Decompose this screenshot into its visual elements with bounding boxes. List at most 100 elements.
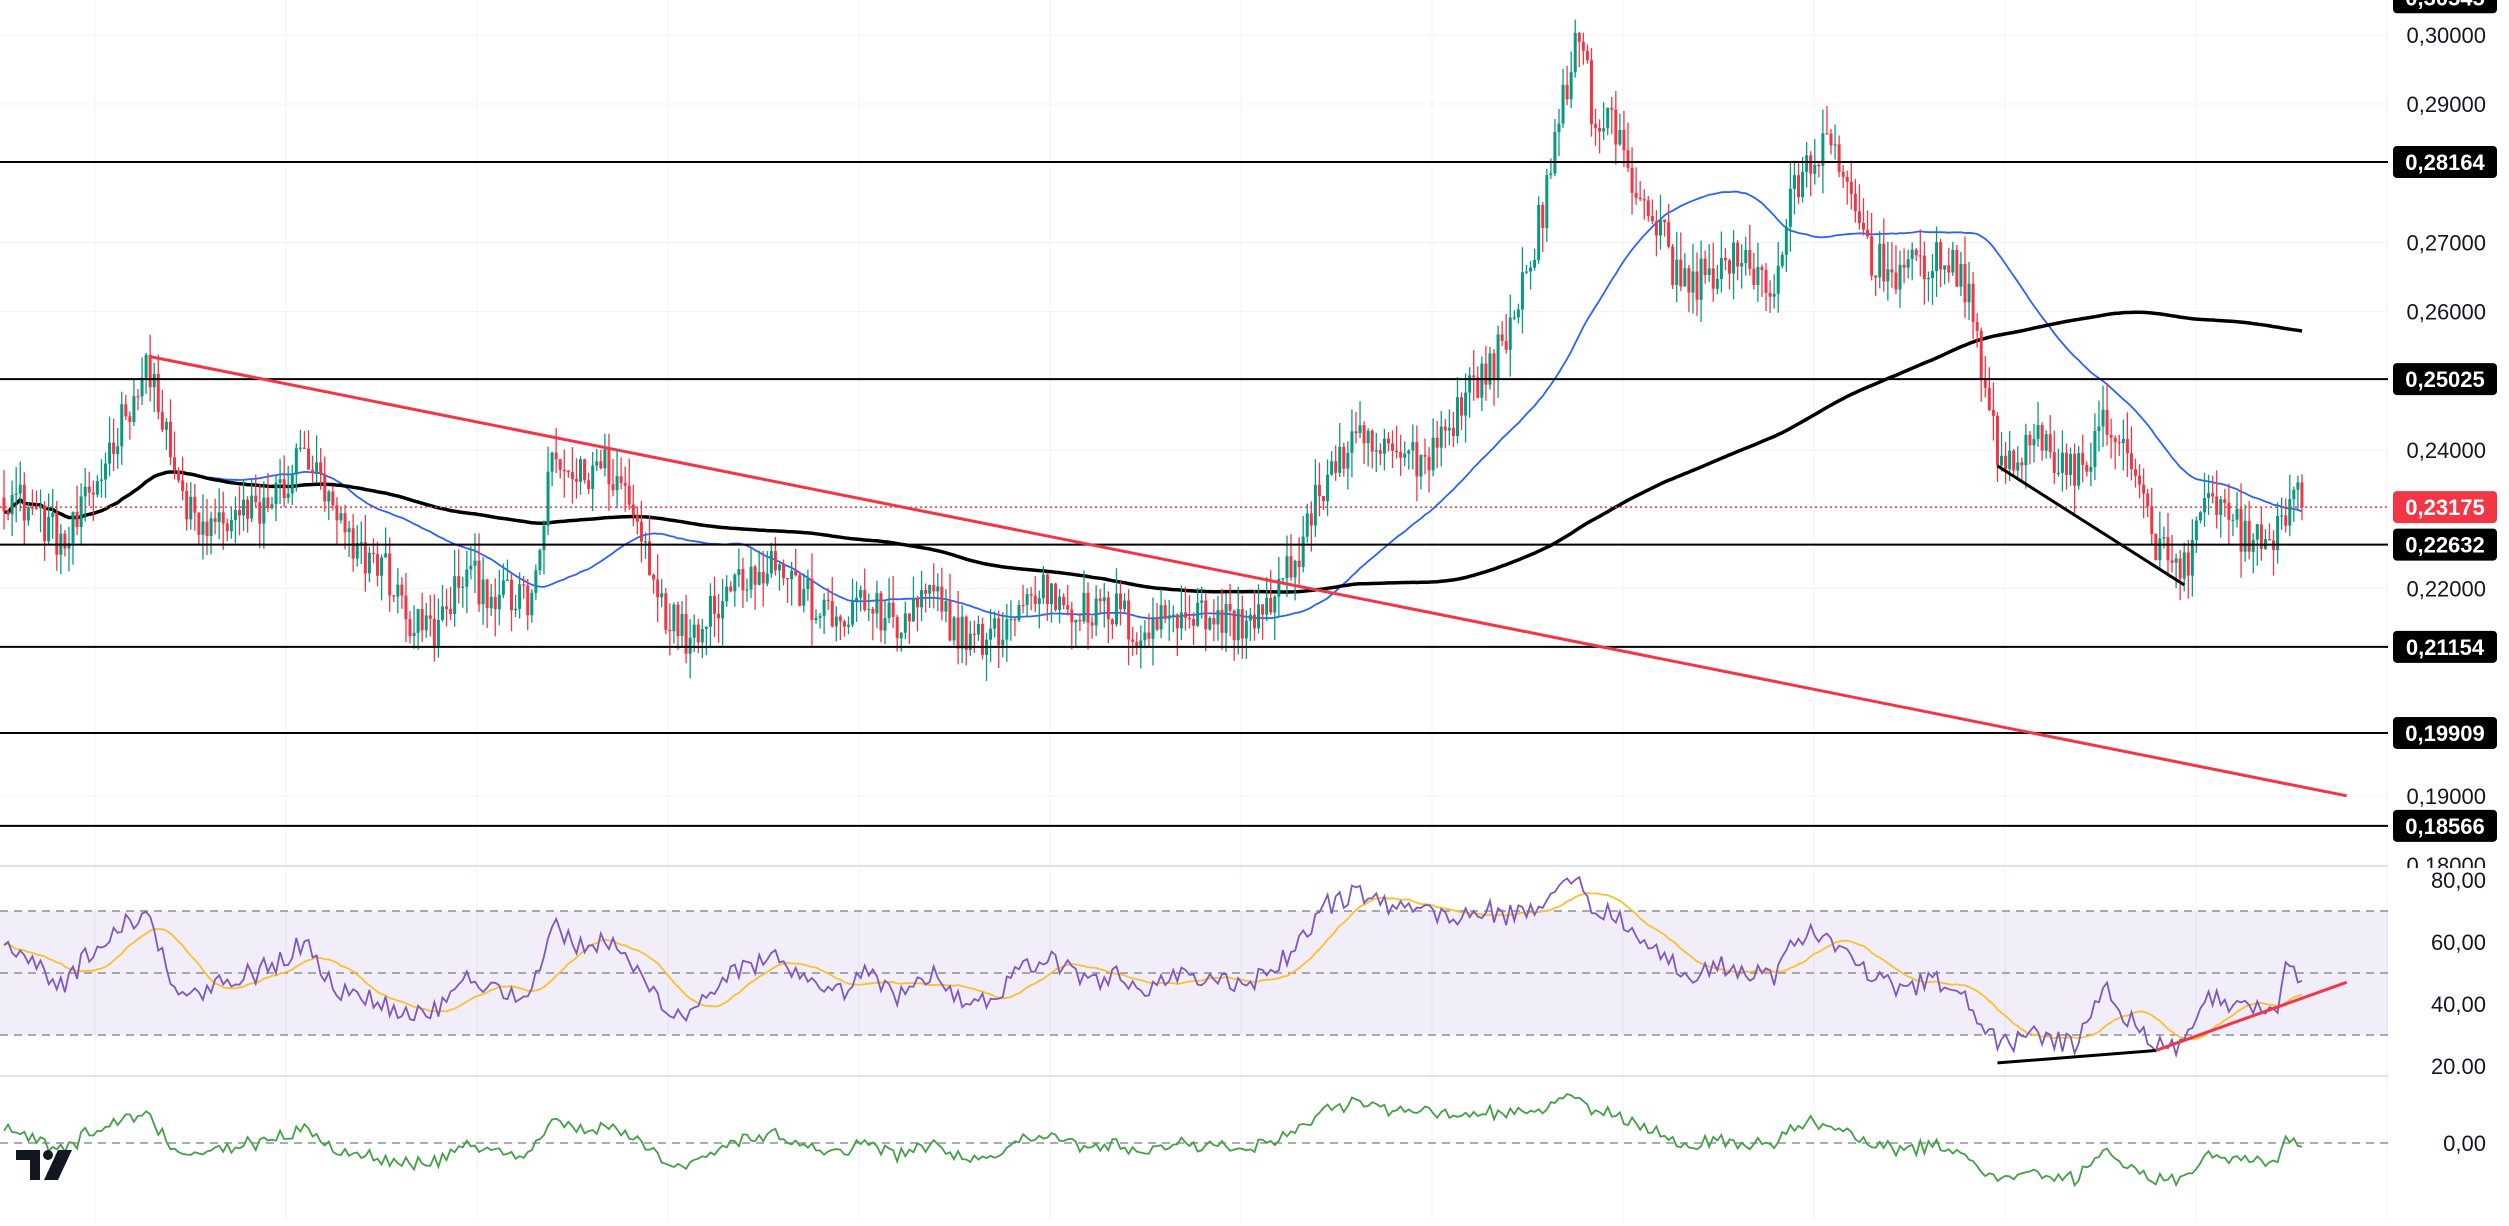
candle-body xyxy=(1423,454,1427,457)
current-price-label[interactable]: 0,23175 xyxy=(2393,491,2497,524)
candle xyxy=(826,588,830,610)
candle-body xyxy=(1728,260,1731,274)
candle xyxy=(1208,616,1212,631)
candle-body xyxy=(769,551,773,574)
price-axis[interactable]: 0,310000,300000,290000,270000,260000,240… xyxy=(2390,0,2509,1156)
candle xyxy=(911,576,915,622)
candle xyxy=(2056,448,2060,477)
candle-body xyxy=(1870,236,1874,276)
candle xyxy=(1001,612,1005,658)
candle-body xyxy=(810,578,814,621)
candle-body xyxy=(128,416,132,423)
candle xyxy=(1902,248,1906,284)
candle xyxy=(980,617,984,660)
candle-body xyxy=(1131,639,1135,642)
candle-body xyxy=(692,624,696,638)
candle xyxy=(2203,472,2207,527)
candle-body xyxy=(1143,632,1147,641)
candle xyxy=(623,466,627,512)
level-price-label[interactable]: 0,30545 xyxy=(2393,0,2497,14)
candle xyxy=(75,485,79,535)
candle-body xyxy=(1078,619,1082,622)
candle-body xyxy=(505,579,509,581)
candle-body xyxy=(2194,520,2198,540)
candle xyxy=(1058,589,1062,624)
candle xyxy=(1464,373,1468,443)
candle-body xyxy=(1273,596,1277,613)
candle xyxy=(1431,418,1435,477)
tradingview-logo-icon[interactable] xyxy=(14,1146,80,1182)
candle-body xyxy=(952,617,956,641)
candle xyxy=(1943,265,1947,285)
level-price-label[interactable]: 0,25025 xyxy=(2393,363,2497,396)
level-label-box xyxy=(2393,809,2497,842)
candle-body xyxy=(607,449,611,485)
candle xyxy=(1959,251,1963,297)
candle xyxy=(1663,219,1667,237)
candle xyxy=(1098,589,1102,615)
level-price-label[interactable]: 0,22632 xyxy=(2393,528,2497,561)
candle-body xyxy=(1110,619,1114,625)
candle-body xyxy=(1155,618,1159,630)
candle-body xyxy=(1049,583,1053,605)
candle-body xyxy=(1070,609,1074,623)
candle xyxy=(1017,600,1021,623)
candle-body xyxy=(1784,226,1788,255)
candle xyxy=(294,443,298,492)
candle xyxy=(2231,513,2235,537)
candle-body xyxy=(1358,425,1362,434)
candle-body xyxy=(493,596,497,610)
candle-body xyxy=(980,623,984,655)
candle xyxy=(684,594,688,664)
candle xyxy=(1342,442,1346,477)
candle xyxy=(1638,180,1642,202)
candle xyxy=(2129,426,2133,481)
level-price-label[interactable]: 0,19909 xyxy=(2393,716,2497,749)
candle xyxy=(2227,483,2231,545)
candle-body xyxy=(1257,604,1261,629)
candle-body xyxy=(1322,496,1325,502)
candle-body xyxy=(2089,467,2093,472)
candle-body xyxy=(1594,124,1598,128)
candle-body xyxy=(213,518,217,522)
level-price-label[interactable]: 0,21154 xyxy=(2393,630,2497,663)
candle xyxy=(2174,553,2178,589)
candle-body xyxy=(2247,520,2251,552)
candle xyxy=(1159,589,1163,639)
candle xyxy=(1679,232,1683,291)
candle xyxy=(2069,447,2073,486)
candle xyxy=(1594,108,1598,146)
candle-body xyxy=(485,579,489,609)
candle-body xyxy=(1788,188,1792,227)
candle-body xyxy=(233,510,237,520)
candle-body xyxy=(302,447,306,449)
candle-body xyxy=(903,613,907,633)
candle xyxy=(453,550,457,627)
candle xyxy=(2073,443,2077,513)
candle xyxy=(469,546,473,580)
candle xyxy=(1805,141,1809,188)
candle-body xyxy=(1407,450,1411,454)
candle-body xyxy=(635,515,639,522)
candle xyxy=(177,467,181,483)
candle xyxy=(1610,97,1614,135)
candle-body xyxy=(1041,574,1045,599)
candle-body xyxy=(1236,609,1240,641)
candle-body xyxy=(1403,453,1407,458)
candle xyxy=(1492,349,1496,406)
candle xyxy=(1752,252,1756,290)
level-price-label[interactable]: 0,18566 xyxy=(2393,809,2497,842)
candle-body xyxy=(343,513,347,533)
candle-body xyxy=(2036,425,2040,440)
candle-body xyxy=(270,504,274,509)
candle xyxy=(777,562,781,591)
candle-body xyxy=(2154,533,2158,561)
candle xyxy=(2089,442,2093,487)
candle-body xyxy=(1516,309,1520,318)
candle-body xyxy=(989,628,993,640)
candle xyxy=(1455,377,1459,444)
level-price-label[interactable]: 0,28164 xyxy=(2393,145,2497,178)
candle xyxy=(152,362,156,413)
candle-body xyxy=(1740,263,1744,267)
